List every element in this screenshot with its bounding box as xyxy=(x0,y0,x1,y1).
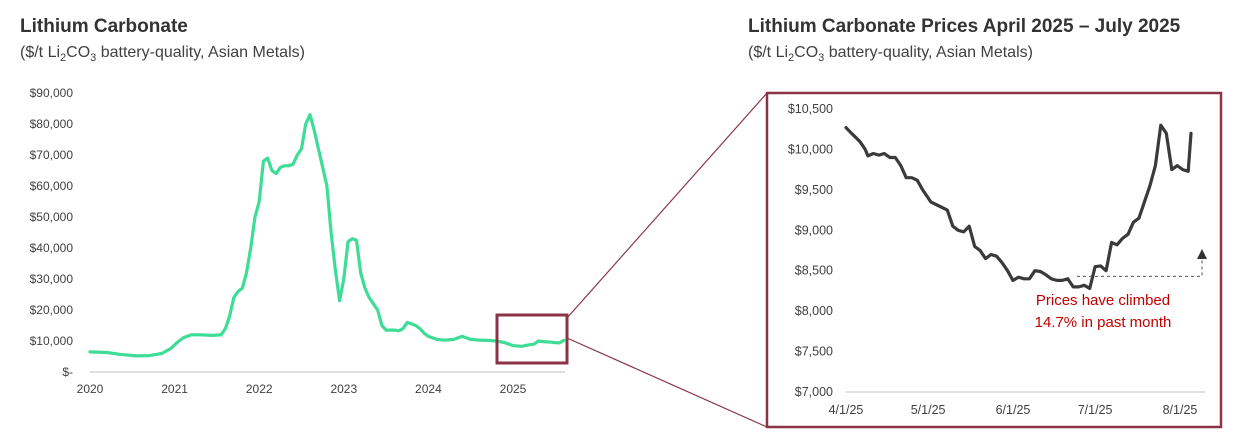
right-subtitle-sub2: 3 xyxy=(818,52,825,65)
right-x-tick-label: 8/1/25 xyxy=(1163,403,1198,417)
left-subtitle-mid: CO xyxy=(66,44,91,61)
right-y-tick-label: $9,500 xyxy=(795,183,833,197)
zoom-connector-lower xyxy=(566,337,768,428)
right-chart-subtitle: ($/t Li2CO3 battery-quality, Asian Metal… xyxy=(748,44,1033,64)
right-y-tick-label: $8,500 xyxy=(795,264,833,278)
left-y-tick-label: $70,000 xyxy=(30,148,74,162)
right-x-tick-label: 4/1/25 xyxy=(829,403,864,417)
left-y-tick-label: $60,000 xyxy=(30,179,74,193)
left-x-tick-label: 2023 xyxy=(330,382,357,396)
right-x-tick-label: 7/1/25 xyxy=(1078,403,1113,417)
right-y-tick-label: $10,500 xyxy=(788,102,833,116)
right-y-tick-label: $10,000 xyxy=(788,142,833,156)
left-x-tick-label: 2020 xyxy=(77,382,104,396)
left-x-tick-label: 2024 xyxy=(415,382,442,396)
right-y-tick-label: $7,500 xyxy=(795,345,833,359)
right-chart-title: Lithium Carbonate Prices April 2025 – Ju… xyxy=(748,16,1181,37)
right-price-line xyxy=(844,123,1193,291)
left-x-tick-label: 2021 xyxy=(161,382,188,396)
left-chart-subtitle: ($/t Li2CO3 battery-quality, Asian Metal… xyxy=(20,44,305,64)
zoom-connector xyxy=(495,91,1223,429)
left-price-line xyxy=(88,113,566,358)
left-y-tick-label: $20,000 xyxy=(30,303,74,317)
annotation-line-2: 14.7% in past month xyxy=(1035,314,1172,331)
left-subtitle-post: battery-quality, Asian Metals) xyxy=(96,44,305,61)
zoom-connector-upper xyxy=(566,92,768,319)
right-subtitle-mid: CO xyxy=(794,44,819,61)
annotation-arrow-icon xyxy=(1197,249,1207,259)
right-y-tick-label: $7,000 xyxy=(795,385,833,399)
left-y-tick-label: $50,000 xyxy=(30,210,74,224)
left-x-tick-label: 2022 xyxy=(246,382,273,396)
right-chart: $7,000 $7,500 $8,000 $8,500 $9,000 $9,500 $10,… xyxy=(788,102,1207,417)
left-x-tick-label: 2025 xyxy=(500,382,527,396)
left-y-tick-label: $30,000 xyxy=(30,272,74,286)
left-subtitle-sub2: 3 xyxy=(90,52,97,65)
right-y-tick-label: $9,000 xyxy=(795,223,833,237)
right-subtitle-post: battery-quality, Asian Metals) xyxy=(824,44,1033,61)
annotation-line-1: Prices have climbed xyxy=(1036,292,1170,309)
right-subtitle-sub1: 2 xyxy=(788,52,795,65)
right-subtitle-pre: ($/t Li xyxy=(748,44,789,61)
left-subtitle-sub1: 2 xyxy=(60,52,67,65)
left-chart-title: Lithium Carbonate xyxy=(20,16,188,37)
zoom-panel-frame xyxy=(765,91,1223,429)
left-chart: $- $10,000 $20,000 $30,000 $40,000 $50,000 $60… xyxy=(30,86,566,396)
left-y-tick-label: $- xyxy=(62,365,73,379)
right-x-tick-label: 5/1/25 xyxy=(911,403,946,417)
right-x-tick-label: 6/1/25 xyxy=(996,403,1031,417)
left-y-tick-label: $10,000 xyxy=(30,334,74,348)
left-y-tick-label: $80,000 xyxy=(30,117,74,131)
left-subtitle-pre: ($/t Li xyxy=(20,44,61,61)
zoom-box xyxy=(495,313,569,365)
right-y-tick-label: $8,000 xyxy=(795,304,833,318)
left-y-tick-label: $90,000 xyxy=(30,86,74,100)
left-y-tick-label: $40,000 xyxy=(30,241,74,255)
